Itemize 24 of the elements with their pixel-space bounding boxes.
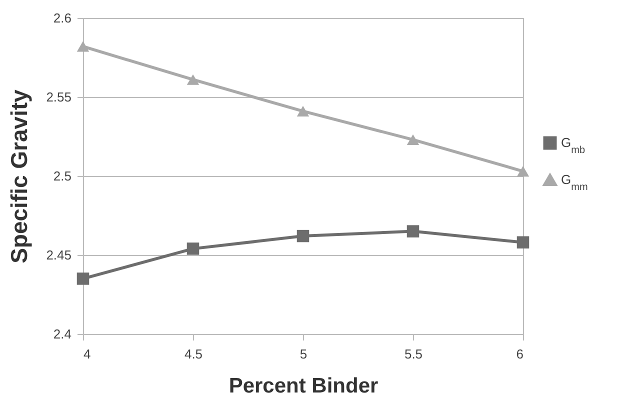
point: [406, 225, 420, 238]
x-axis-title: Percent Binder: [228, 374, 378, 398]
point: [406, 134, 420, 145]
point: [186, 74, 200, 85]
x-tick-label: 5.5: [404, 346, 423, 362]
point: [296, 230, 310, 242]
y-tick-label: 2.55: [46, 90, 72, 104]
x-tick-label: 6: [516, 346, 524, 362]
point: [76, 41, 90, 52]
legend-label: G$_{mb}$: [561, 135, 586, 156]
x-tick-label: 4: [84, 346, 91, 362]
y-tick-label: 2.5: [53, 168, 72, 184]
point: [296, 106, 310, 117]
y-tick-label: 2.45: [46, 248, 72, 262]
x-tick-label: 4.5: [184, 346, 203, 362]
point: [516, 236, 530, 248]
point: [516, 166, 530, 177]
x-tick-label: 5: [300, 346, 308, 362]
legend-label: G$_{mm}$: [561, 172, 588, 192]
point: [186, 242, 200, 255]
y-tick-label: 2.6: [53, 10, 72, 26]
y-tick-label: 2.4: [53, 326, 72, 342]
point: [76, 272, 90, 285]
y-axis-title: Specific Gravity: [6, 89, 32, 264]
